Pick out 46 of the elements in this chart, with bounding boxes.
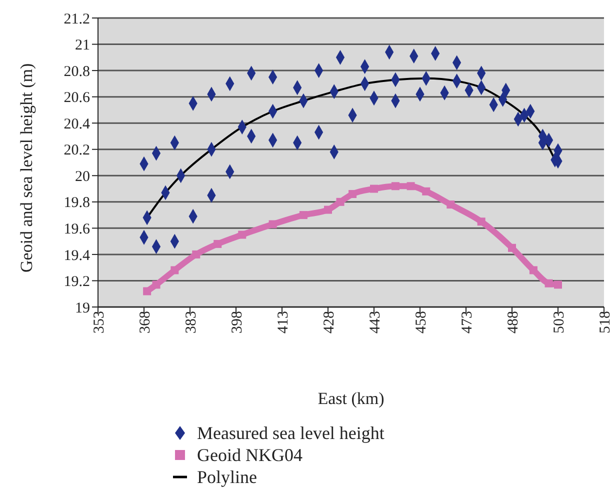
point [554, 280, 562, 289]
point [348, 190, 357, 198]
x-tick-label: 383 [184, 311, 200, 334]
y-tick-label: 20.4 [64, 116, 90, 132]
y-tick-label: 19.8 [64, 195, 90, 212]
point [170, 266, 179, 274]
legend-label: Geoid NKG04 [197, 444, 302, 466]
y-tick-label: 19.6 [64, 222, 90, 238]
point [422, 187, 430, 196]
y-tick-label: 21 [75, 38, 90, 54]
x-tick-label: 443 [368, 311, 384, 334]
legend-label: Polyline [197, 466, 258, 488]
legend-label: Measured sea level height [197, 422, 384, 444]
y-tick-label: 20 [75, 168, 90, 185]
y-tick-label: 19.2 [64, 274, 90, 290]
x-tick-label: 413 [276, 311, 292, 334]
y-tick-label: 20.6 [64, 90, 90, 106]
y-tick-label: 19 [75, 300, 90, 316]
x-tick-label: 368 [138, 311, 154, 334]
point [477, 218, 486, 226]
point [336, 198, 344, 206]
x-tick-label: 473 [460, 311, 476, 334]
point [192, 250, 200, 258]
y-tick-label: 19.4 [64, 248, 90, 264]
x-tick-label: 398 [230, 311, 246, 334]
y-tick-label: 20.8 [64, 64, 90, 80]
point [238, 230, 246, 239]
point [529, 266, 538, 274]
y-axis-title: Geoid and sea level height (m) [17, 63, 36, 272]
point [446, 200, 455, 209]
x-axis-title: East (km) [318, 389, 384, 408]
x-tick-label: 458 [414, 311, 430, 334]
x-tick-label: 488 [506, 311, 522, 334]
x-tick-label: 503 [552, 311, 568, 334]
y-tick-label: 20.2 [64, 142, 90, 159]
x-tick-label: 518 [598, 311, 612, 334]
point [544, 279, 553, 288]
point [143, 287, 152, 296]
x-tick-label: 428 [322, 311, 338, 334]
point [152, 280, 160, 289]
point [214, 240, 222, 248]
point [268, 220, 277, 228]
y-tick-label: 21.2 [64, 11, 90, 28]
point [508, 244, 516, 252]
x-tick-label: 353 [92, 311, 108, 334]
point [324, 206, 332, 214]
